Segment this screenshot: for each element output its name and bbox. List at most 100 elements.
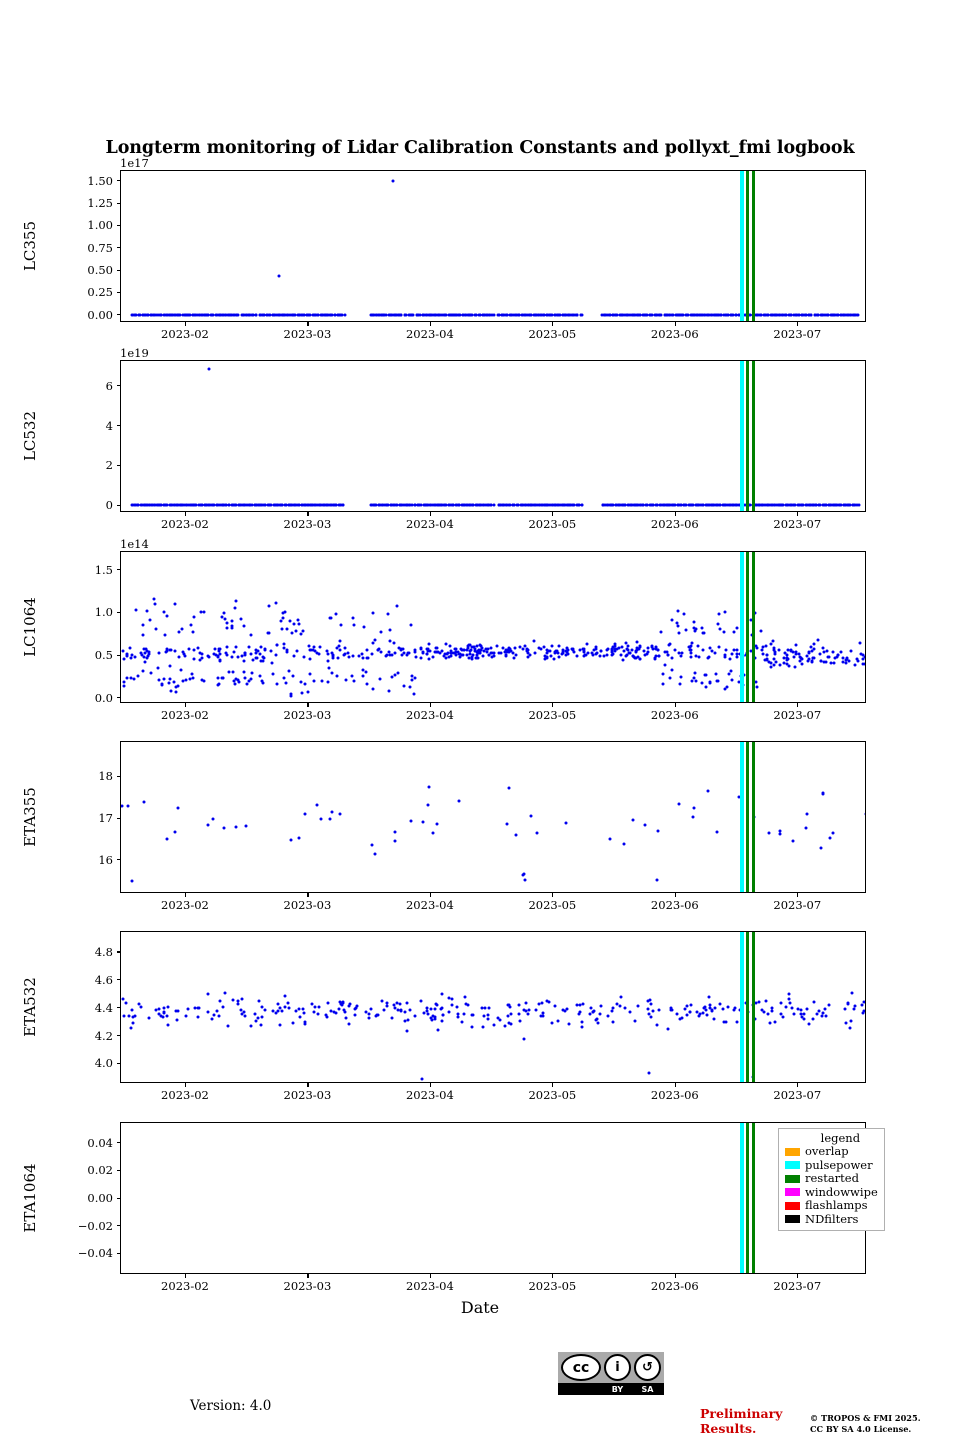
y-tick-label: 4.2: [94, 1028, 113, 1043]
data-point: [545, 648, 549, 652]
x-tick-mark: [429, 322, 431, 326]
data-point: [207, 503, 211, 507]
data-point: [331, 654, 335, 658]
data-point: [402, 651, 406, 655]
data-point: [344, 678, 348, 682]
data-point: [844, 661, 848, 665]
data-point: [531, 503, 535, 507]
legend-item-ndfilters[interactable]: NDfilters: [785, 1212, 878, 1227]
data-point: [841, 660, 845, 664]
event-line-restarted: [751, 552, 755, 702]
x-tick-mark: [429, 893, 431, 897]
legend-item-restarted[interactable]: restarted: [785, 1171, 878, 1186]
data-point: [330, 671, 334, 675]
data-point: [767, 831, 771, 835]
legend-swatch-overlap: [785, 1147, 800, 1156]
data-point: [391, 179, 395, 183]
data-point: [316, 1012, 320, 1016]
data-point: [768, 1021, 772, 1025]
data-point: [212, 503, 216, 507]
data-point: [162, 677, 166, 681]
data-point: [129, 656, 133, 660]
data-point: [249, 633, 253, 637]
data-point: [269, 503, 273, 507]
data-point: [124, 1001, 128, 1005]
data-point: [300, 503, 304, 507]
data-point: [782, 656, 786, 660]
data-point: [426, 1012, 430, 1016]
legend-swatch-flashlamps: [785, 1201, 800, 1210]
data-point: [234, 677, 238, 681]
legend-swatch-windowwipe: [785, 1188, 800, 1197]
data-point: [781, 1015, 785, 1019]
data-point: [724, 313, 728, 317]
data-point: [517, 313, 521, 317]
data-point: [659, 503, 663, 507]
data-point: [836, 313, 840, 317]
data-point: [468, 503, 472, 507]
data-point: [248, 503, 252, 507]
data-point: [688, 645, 692, 649]
event-line-restarted: [745, 361, 749, 511]
data-point: [512, 656, 516, 660]
data-point: [610, 648, 614, 652]
data-point: [302, 1011, 306, 1015]
data-point: [735, 655, 739, 659]
data-point: [460, 653, 464, 657]
legend-item-windowwipe[interactable]: windowwipe: [785, 1185, 878, 1200]
data-point: [187, 647, 191, 651]
data-point: [314, 313, 318, 317]
data-point: [238, 503, 242, 507]
subplot-lc1064: [120, 551, 866, 703]
data-point: [622, 649, 626, 653]
y-tick-mark: [116, 1062, 120, 1065]
data-point: [166, 1023, 170, 1027]
x-tick-label: 2023-02: [161, 1279, 209, 1293]
data-point: [512, 503, 516, 507]
data-point: [798, 659, 802, 663]
data-point: [522, 872, 526, 876]
data-point: [233, 606, 237, 610]
data-point: [754, 644, 758, 648]
legend-item-flashlamps[interactable]: flashlamps: [785, 1198, 878, 1213]
data-point: [413, 648, 417, 652]
data-point: [449, 651, 453, 655]
x-tick-mark: [307, 893, 309, 897]
data-point: [399, 1008, 403, 1012]
legend-item-pulsepower[interactable]: pulsepower: [785, 1158, 878, 1173]
data-point: [215, 1009, 219, 1013]
data-point: [306, 503, 310, 507]
y-tick-mark: [116, 202, 120, 204]
data-point: [419, 503, 423, 507]
y-tick-mark: [116, 979, 120, 981]
data-point: [319, 503, 323, 507]
data-point: [540, 503, 544, 507]
data-point: [393, 839, 397, 843]
data-point: [299, 680, 303, 684]
legend-title: legend: [820, 1131, 861, 1145]
subplot-eta355: [120, 741, 866, 893]
data-point: [284, 503, 288, 507]
data-point: [218, 658, 222, 662]
data-point: [249, 677, 253, 681]
data-point: [678, 682, 682, 686]
data-point: [347, 655, 351, 659]
y-tick-label: 6: [105, 378, 113, 393]
data-point: [737, 680, 741, 684]
data-point: [708, 1003, 712, 1007]
data-point: [454, 653, 458, 657]
data-point: [341, 1000, 345, 1004]
x-tick-mark: [184, 1274, 187, 1278]
data-point: [274, 653, 278, 657]
data-point: [564, 821, 568, 825]
data-point: [505, 313, 509, 317]
data-point: [139, 651, 143, 655]
data-point: [692, 676, 696, 680]
data-point: [173, 602, 177, 606]
data-point: [670, 1008, 674, 1012]
data-point: [844, 1021, 848, 1025]
legend-item-overlap[interactable]: overlap: [785, 1144, 878, 1159]
data-point: [742, 673, 746, 677]
data-point: [707, 313, 711, 317]
data-point: [553, 651, 557, 655]
